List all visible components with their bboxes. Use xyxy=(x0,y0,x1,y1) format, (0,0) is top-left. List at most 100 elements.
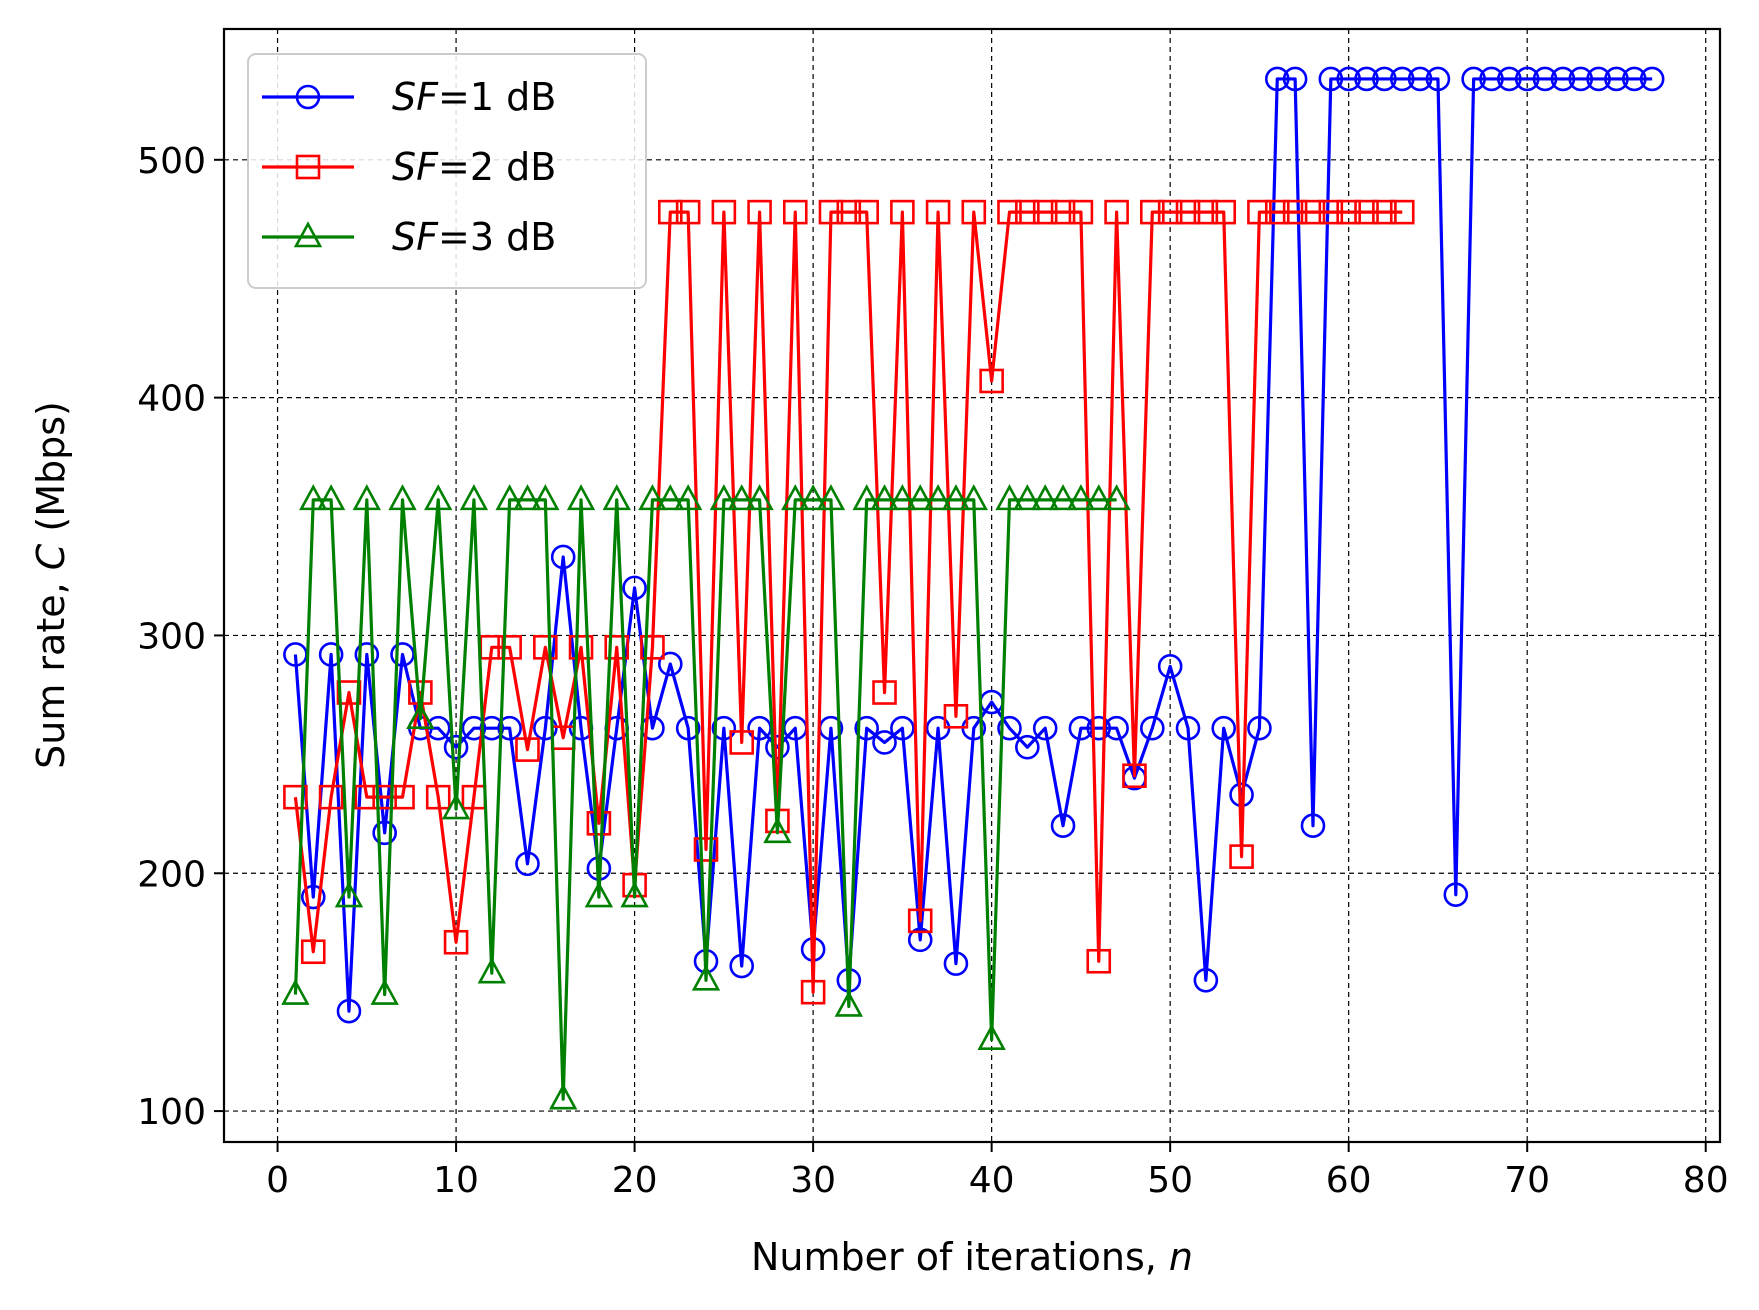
data-point-circle xyxy=(1389,66,1415,92)
y-tick-label: 500 xyxy=(137,141,206,182)
legend-label: SF=1 dB xyxy=(392,75,556,119)
data-point-square xyxy=(890,199,915,225)
data-point-square xyxy=(1354,199,1379,225)
data-point-triangle xyxy=(441,793,471,820)
data-point-circle xyxy=(711,715,737,741)
y-tick-label: 100 xyxy=(137,1092,206,1133)
data-point-square xyxy=(300,939,326,965)
series-1 xyxy=(283,66,1665,1024)
data-point-circle xyxy=(390,642,415,667)
data-point-square xyxy=(604,635,630,660)
x-tick-label: 30 xyxy=(790,1160,836,1201)
data-point-circle xyxy=(1586,66,1611,92)
data-point-triangle xyxy=(656,484,685,511)
data-point-circle xyxy=(675,715,701,741)
data-point-square xyxy=(747,199,772,225)
data-point-square xyxy=(907,908,933,934)
data-point-circle xyxy=(943,951,969,976)
data-point-circle xyxy=(1211,715,1237,741)
data-point-triangle xyxy=(870,484,899,511)
data-point-triangle xyxy=(798,484,828,511)
legend-marker-circle xyxy=(295,84,321,110)
data-point-circle xyxy=(1550,66,1576,92)
data-point-square xyxy=(1318,199,1344,225)
x-tick-label: 0 xyxy=(266,1160,289,1201)
y-axis-label: Sum rate, C (Mbps) xyxy=(29,401,73,769)
data-point-circle xyxy=(1568,66,1594,92)
x-tick-label: 10 xyxy=(433,1160,479,1201)
data-point-triangle xyxy=(459,484,489,511)
series-2 xyxy=(283,199,1415,1005)
legend-entry: SF=3 dB xyxy=(262,215,556,259)
data-point-triangle xyxy=(923,484,953,511)
data-point-square xyxy=(979,368,1004,394)
data-point-square xyxy=(443,929,469,955)
data-point-triangle xyxy=(1102,484,1131,511)
data-point-circle xyxy=(1336,66,1361,92)
data-point-triangle xyxy=(495,484,524,511)
data-point-circle xyxy=(1193,967,1219,993)
data-point-triangle xyxy=(548,1083,578,1110)
data-point-triangle xyxy=(513,484,542,511)
data-point-triangle xyxy=(406,702,435,729)
data-point-circle xyxy=(1032,715,1058,741)
data-point-triangle xyxy=(959,484,988,511)
data-point-triangle xyxy=(763,817,792,844)
data-point-square xyxy=(1157,199,1183,225)
x-tick-label: 20 xyxy=(612,1160,658,1201)
data-point-circle xyxy=(443,734,469,760)
data-point-square xyxy=(1247,199,1272,225)
data-point-square xyxy=(1211,199,1237,225)
x-tick-label: 80 xyxy=(1683,1160,1729,1201)
data-point-circle xyxy=(1175,715,1201,741)
x-tick-label: 60 xyxy=(1326,1160,1372,1201)
data-point-triangle xyxy=(673,484,703,511)
x-tick-label: 40 xyxy=(969,1160,1015,1201)
data-point-triangle xyxy=(370,978,399,1005)
data-point-triangle xyxy=(995,484,1024,511)
data-point-triangle xyxy=(941,484,971,511)
axis-ticks: 0 10 20 30 40 50 60 70 80 100 200 300 400 500 xyxy=(137,141,1728,1201)
data-point-triangle xyxy=(691,964,721,991)
data-point-square xyxy=(854,199,879,225)
data-point-triangle xyxy=(584,881,614,908)
data-point-circle xyxy=(1461,66,1486,92)
x-tick-label: 70 xyxy=(1504,1160,1550,1201)
data-point-square xyxy=(1372,199,1397,225)
data-point-square xyxy=(497,635,522,660)
legend: SF=1 dB SF=2 dB SF=3 dB xyxy=(247,53,647,289)
data-point-square xyxy=(515,737,540,762)
data-point-circle xyxy=(372,820,397,846)
data-point-triangle xyxy=(745,484,774,511)
data-point-circle xyxy=(907,927,933,953)
data-point-circle xyxy=(729,953,755,979)
data-point-triangle xyxy=(816,484,846,511)
data-point-triangle xyxy=(906,484,935,511)
data-point-circle xyxy=(1622,66,1647,92)
legend-box xyxy=(247,53,647,289)
data-point-circle xyxy=(765,734,790,760)
data-point-circle xyxy=(1318,66,1344,92)
data-point-triangle xyxy=(299,484,328,511)
data-point-triangle xyxy=(281,978,310,1005)
data-point-square xyxy=(1015,199,1040,225)
data-point-circle xyxy=(354,642,380,667)
data-point-circle xyxy=(622,575,647,601)
data-point-triangle xyxy=(1031,484,1060,511)
data-point-square xyxy=(711,199,737,225)
data-point-square xyxy=(1336,199,1361,225)
data-point-circle xyxy=(1639,66,1665,92)
data-point-square xyxy=(1300,199,1326,225)
data-point-circle xyxy=(318,642,344,667)
data-point-triangle xyxy=(1066,484,1096,511)
data-point-square xyxy=(1032,199,1058,225)
y-tick-label: 200 xyxy=(137,854,206,895)
data-point-square xyxy=(1175,199,1201,225)
data-point-circle xyxy=(550,544,576,570)
x-axis-label: Number of iterations, n xyxy=(751,1235,1193,1279)
data-point-square xyxy=(1122,763,1147,789)
data-point-square xyxy=(925,199,951,225)
data-point-circle xyxy=(1425,66,1451,92)
data-point-triangle xyxy=(477,957,506,984)
data-point-circle xyxy=(854,715,879,741)
